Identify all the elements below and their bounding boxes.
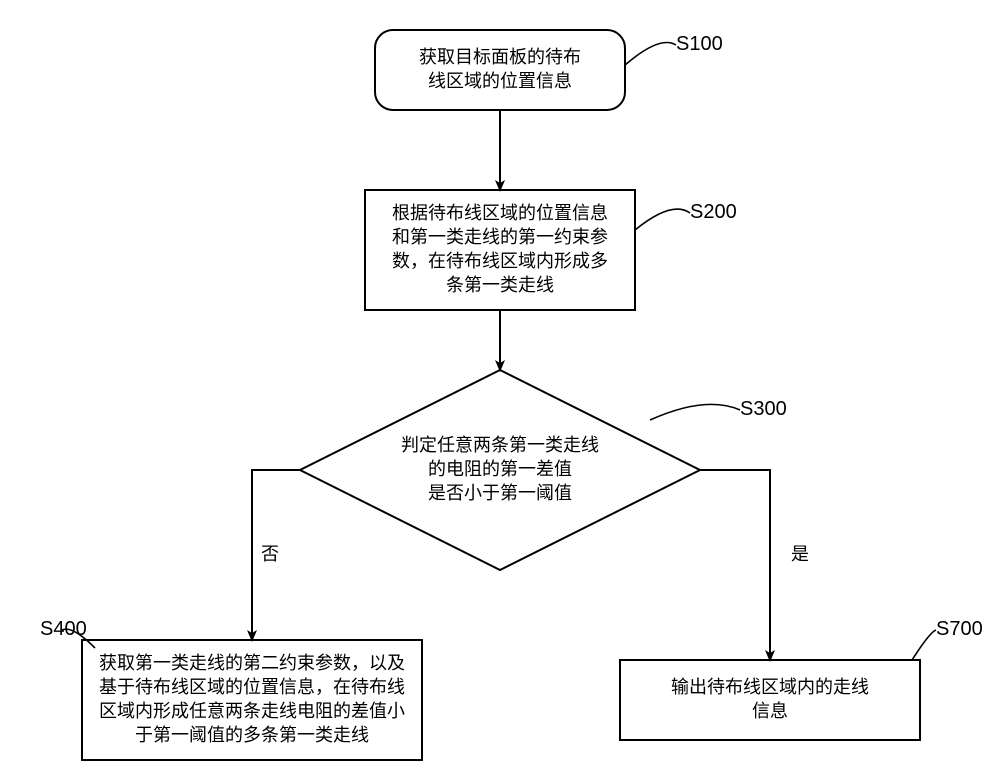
step-label: S400: [40, 618, 87, 640]
edge-label: 否: [261, 544, 279, 564]
step-label: S700: [936, 618, 983, 640]
node-text: 获取目标面板的待布: [419, 47, 581, 67]
node-s400: 获取第一类走线的第二约束参数，以及基于待布线区域的位置信息，在待布线区域内形成任…: [40, 618, 422, 760]
node-text: 区域内形成任意两条走线电阻的差值小: [99, 701, 405, 721]
node-text: 输出待布线区域内的走线: [671, 677, 869, 697]
node-text: 于第一阈值的多条第一类走线: [135, 725, 369, 745]
node-text: 判定任意两条第一类走线: [401, 435, 599, 455]
edge-label: 是: [791, 544, 809, 564]
edge-3: [700, 470, 770, 660]
node-text: 是否小于第一阈值: [428, 483, 572, 503]
node-text: 获取第一类走线的第二约束参数，以及: [99, 653, 405, 673]
node-text: 和第一类走线的第一约束参: [392, 227, 608, 247]
node-text: 根据待布线区域的位置信息: [392, 203, 608, 223]
node-text: 的电阻的第一差值: [428, 459, 572, 479]
node-text: 线区域的位置信息: [428, 71, 572, 91]
node-text: 数，在待布线区域内形成多: [392, 251, 608, 271]
flowchart-svg: 获取目标面板的待布线区域的位置信息 S100 根据待布线区域的位置信息和第一类走线的…: [0, 0, 1000, 784]
step-label: S200: [690, 201, 737, 223]
node-s700: 输出待布线区域内的走线信息 S700: [620, 618, 983, 740]
node-s100: 获取目标面板的待布线区域的位置信息 S100: [375, 30, 723, 110]
node-text: 信息: [752, 701, 788, 721]
step-label: S100: [676, 33, 723, 55]
step-label: S300: [740, 398, 787, 420]
node-s200: 根据待布线区域的位置信息和第一类走线的第一约束参数，在待布线区域内形成多条第一类…: [365, 190, 737, 310]
node-text: 条第一类走线: [446, 275, 554, 295]
node-text: 基于待布线区域的位置信息，在待布线: [99, 677, 405, 697]
